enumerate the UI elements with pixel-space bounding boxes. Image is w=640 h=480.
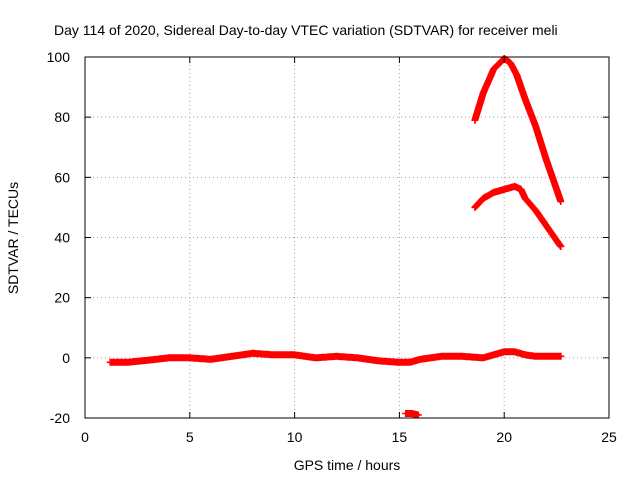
- series-outlier: [402, 410, 422, 419]
- y-tick-label: 100: [47, 49, 71, 65]
- axis-ticks: [84, 56, 610, 419]
- series-markers: [106, 348, 565, 366]
- y-axis-label: SDTVAR / TECUs: [5, 182, 21, 294]
- x-tick-label: 5: [186, 429, 194, 445]
- series-markers: [471, 182, 565, 250]
- y-tick-label: 20: [54, 290, 70, 306]
- x-tick-label: 10: [287, 429, 303, 445]
- x-axis-label: GPS time / hours: [294, 457, 401, 473]
- y-tick-label: 60: [54, 169, 70, 185]
- series-middle-arc: [471, 182, 565, 250]
- x-tick-label: 25: [601, 429, 617, 445]
- x-tick-label: 15: [392, 429, 408, 445]
- series-markers: [471, 55, 565, 205]
- grid-lines: [85, 57, 609, 418]
- y-tick-label: 80: [54, 109, 70, 125]
- series-baseline: [106, 348, 565, 366]
- series-upper-arc: [471, 55, 565, 205]
- y-tick-label: -20: [50, 410, 70, 426]
- x-tick-label: 20: [496, 429, 512, 445]
- series-markers: [402, 410, 422, 419]
- y-tick-label: 0: [62, 350, 70, 366]
- data-series: [106, 55, 565, 419]
- y-tick-label: 40: [54, 230, 70, 246]
- chart-title: Day 114 of 2020, Sidereal Day-to-day VTE…: [54, 22, 558, 38]
- x-tick-label: 0: [81, 429, 89, 445]
- x-tick-labels: 0 5 10 15 20 25: [81, 429, 617, 445]
- y-tick-labels: -20 0 20 40 60 80 100: [47, 49, 71, 426]
